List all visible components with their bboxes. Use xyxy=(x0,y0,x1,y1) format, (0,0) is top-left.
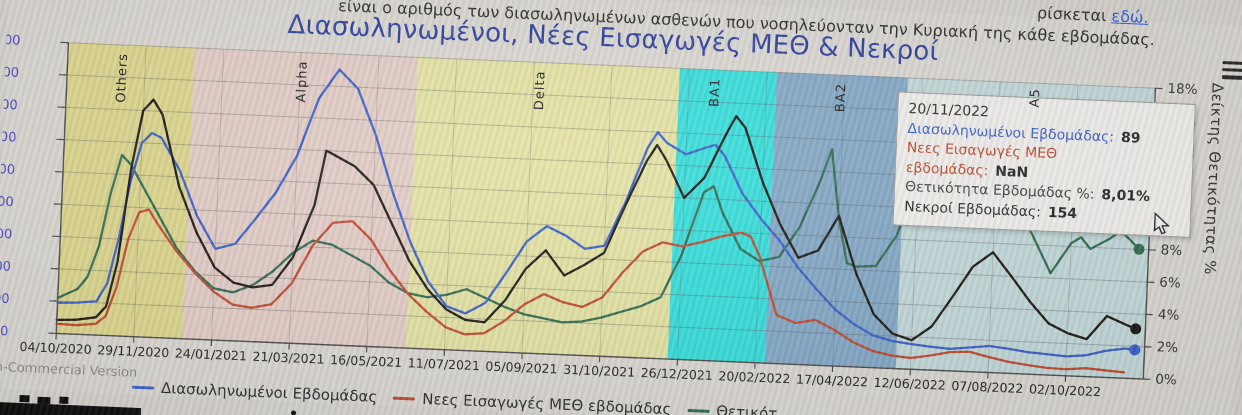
right-axis-tick-label: 4% xyxy=(1158,307,1180,324)
left-axis-tick-label: 100 xyxy=(0,291,10,307)
x-axis-date-label: 12/06/2022 xyxy=(873,375,946,393)
tooltip-value: 154 xyxy=(1047,204,1078,222)
end-dot-positivity xyxy=(1133,243,1145,255)
vertical-gridline xyxy=(366,55,380,347)
series-line-deaths xyxy=(55,98,1137,342)
bottom-cutoff-fragment xyxy=(19,394,30,403)
left-axis-line xyxy=(55,42,70,334)
x-axis-date-label: 24/01/2021 xyxy=(175,345,248,363)
series-line-icu-admissions xyxy=(55,208,1126,374)
x-axis-date-label: 31/10/2021 xyxy=(563,362,636,380)
tooltip-label: Νεες Εισαγωγές ΜΕΘ εβδομάδας: xyxy=(905,139,1058,179)
vertical-gridline xyxy=(599,65,613,357)
horizontal-gridline xyxy=(61,203,1149,251)
left-axis-tick-label: 700 xyxy=(0,97,18,113)
left-axis-tick-label: 400 xyxy=(0,194,14,210)
x-axis-date-label: 21/03/2021 xyxy=(252,349,325,367)
horizontal-gridline xyxy=(60,236,1148,283)
left-axis-tick-label: 500 xyxy=(0,162,15,178)
horizontal-gridline xyxy=(58,268,1147,315)
x-axis-date-label: 05/09/2021 xyxy=(485,358,558,376)
variant-band-ba1 xyxy=(667,68,777,364)
end-dot-intubated xyxy=(1129,344,1141,356)
legend-swatch xyxy=(393,396,416,401)
legend-swatch xyxy=(132,385,155,390)
menu-bar xyxy=(1222,61,1242,66)
tooltip-value: 89 xyxy=(1120,129,1141,147)
left-axis-tick-label: 800 xyxy=(0,65,19,81)
x-axis-date-label: 26/12/2021 xyxy=(640,365,713,383)
legend-label: Θετικότ xyxy=(715,402,778,415)
x-axis-date-label: 11/07/2021 xyxy=(408,355,481,373)
left-axis-tick-label: 200 xyxy=(0,259,11,275)
x-axis-date-label: 04/10/2020 xyxy=(19,339,92,357)
x-axis-date-label: 02/10/2022 xyxy=(1029,381,1102,399)
horizontal-gridline xyxy=(57,300,1145,348)
variant-band-alpha xyxy=(182,48,418,349)
band-label-ba1: BA1 xyxy=(707,77,724,108)
band-label-ba2: BA2 xyxy=(833,82,850,113)
right-axis-tick-label: 6% xyxy=(1159,275,1181,292)
tooltip-value: 8,01% xyxy=(1101,187,1151,206)
mouse-cursor xyxy=(1151,211,1174,241)
x-axis-date-label: 29/11/2020 xyxy=(97,342,170,360)
right-axis-tick-label: 2% xyxy=(1156,339,1178,356)
right-axis-tick-label: 0% xyxy=(1155,372,1177,389)
band-label-alpha: Alpha xyxy=(294,60,311,103)
legend-swatch xyxy=(687,408,710,413)
x-axis-date-label: 16/05/2021 xyxy=(330,352,403,370)
x-axis-date-label: 17/04/2022 xyxy=(796,371,869,389)
bottom-cutoff-fragment xyxy=(37,396,51,405)
right-axis-tick-label: 18% xyxy=(1167,81,1198,98)
menu-bar xyxy=(1222,68,1242,73)
bottom-dot-fragment xyxy=(291,410,297,415)
left-axis-tick-label: 0 xyxy=(0,324,9,339)
tooltip-value: NaN xyxy=(995,163,1029,181)
x-axis-date-label: 07/08/2022 xyxy=(951,378,1024,396)
vertical-gridline xyxy=(443,58,458,350)
band-label-others: Others xyxy=(114,52,132,104)
left-axis-tick-label: 900 xyxy=(0,33,21,49)
x-axis-date-label: 20/02/2022 xyxy=(718,368,791,386)
bottom-cutoff-fragment xyxy=(59,396,69,405)
end-dot-deaths xyxy=(1130,323,1142,335)
vertical-gridline xyxy=(133,45,147,337)
chart-tooltip: 20/11/2022 Διασωληνωμένοι Εβδομάδας: 89 Ν… xyxy=(892,91,1196,238)
variant-band-others xyxy=(56,42,195,339)
variant-band-delta xyxy=(405,57,680,360)
vertical-gridline xyxy=(288,52,302,344)
left-axis-tick-label: 300 xyxy=(0,227,13,243)
chart-menu-icon[interactable] xyxy=(1221,61,1242,83)
right-axis-tick-label: 8% xyxy=(1160,242,1182,259)
horizontal-gridline xyxy=(68,42,1156,89)
vertical-gridline xyxy=(676,68,691,360)
band-label-ba5: A5 xyxy=(1027,87,1044,108)
left-axis-tick-label: 600 xyxy=(0,130,17,146)
band-label-delta: Delta xyxy=(532,70,549,111)
menu-bar xyxy=(1221,75,1242,80)
series-line-intubated xyxy=(56,68,1136,358)
